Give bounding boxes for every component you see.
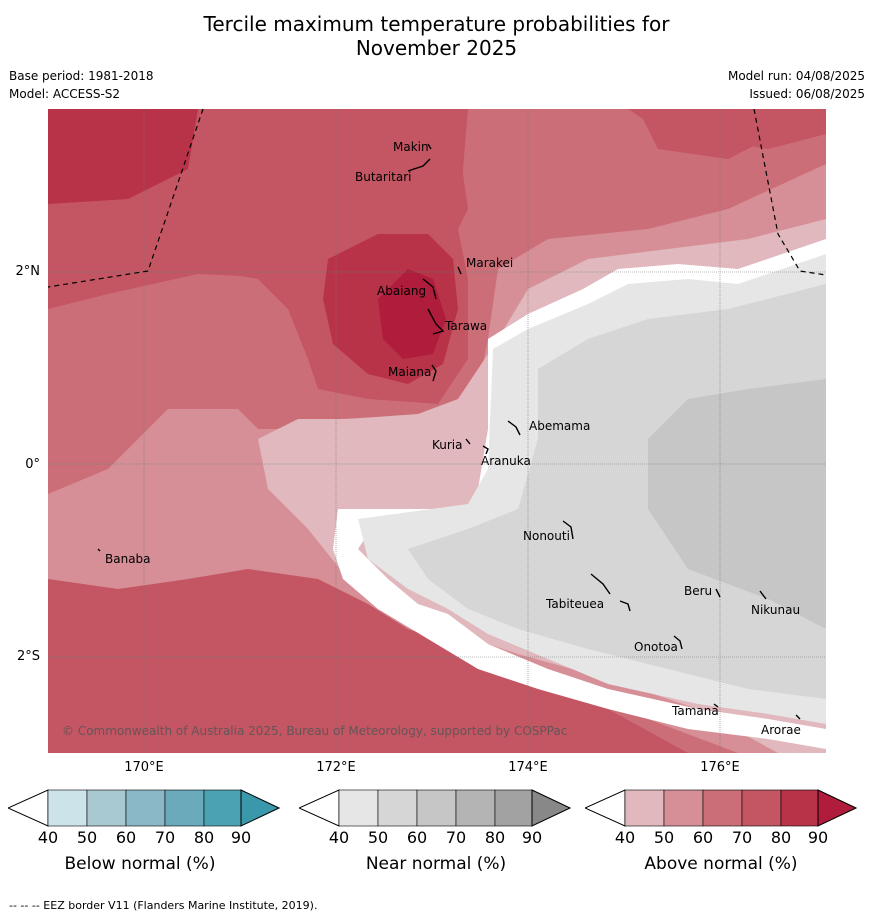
colorbar-below-title: Below normal (%): [64, 854, 216, 874]
label-tamana: Tamana: [671, 704, 719, 718]
colorbar-above: [585, 789, 857, 827]
graticule: [48, 109, 826, 753]
label-onotoa: Onotoa: [634, 640, 678, 654]
label-kuria: Kuria: [432, 438, 463, 452]
region-above-70-topright: [628, 109, 826, 149]
islands: [97, 143, 801, 720]
label-arorae: Arorae: [761, 723, 801, 737]
map-title: Tercile maximum temperature probabilitie…: [0, 12, 873, 60]
issued-date: Issued: 06/08/2025: [749, 87, 865, 101]
label-abaiang: Abaiang: [377, 284, 426, 298]
label-tabiteuea: Tabiteuea: [545, 597, 604, 611]
lon-label-170: 170°E: [124, 760, 164, 775]
label-nikunau: Nikunau: [751, 603, 800, 617]
region-above-90: [378, 269, 446, 359]
model-name: Model: ACCESS-S2: [9, 87, 121, 101]
colorbar-above-title: Above normal (%): [644, 854, 798, 874]
base-period: Base period: 1981-2018: [9, 69, 154, 83]
eez-border: [48, 109, 826, 288]
title-line-2: November 2025: [355, 36, 518, 60]
copyright-notice: © Commonwealth of Australia 2025, Bureau…: [62, 724, 568, 738]
label-abemama: Abemama: [529, 419, 590, 433]
lon-label-176: 176°E: [700, 760, 740, 775]
eez-footnote: -- -- -- EEZ border V11 (Flanders Marine…: [9, 899, 318, 912]
meta-right: Model run: 04/08/2025 Issued: 06/08/2025: [728, 67, 865, 103]
white-gap: [333, 239, 826, 749]
region-near-50: [408, 284, 826, 699]
label-beru: Beru: [684, 584, 712, 598]
label-marakei: Marakei: [466, 256, 513, 270]
meta-left: Base period: 1981-2018 Model: ACCESS-S2: [9, 67, 154, 103]
label-banaba: Banaba: [105, 552, 151, 566]
colorbar-below: [8, 789, 280, 827]
label-maiana: Maiana: [388, 365, 431, 379]
title-line-1: Tercile maximum temperature probabilitie…: [203, 12, 670, 36]
lat-label-2s: 2°S: [16, 649, 40, 664]
colorbar-near-title: Near normal (%): [365, 854, 507, 874]
island-labels: Makin Butaritari Marakei Abaiang Tarawa …: [105, 140, 801, 737]
probability-map: Makin Butaritari Marakei Abaiang Tarawa …: [48, 109, 826, 753]
label-butaritari: Butaritari: [355, 170, 412, 184]
lat-label-0: 0°: [25, 457, 40, 472]
label-tarawa: Tarawa: [444, 319, 487, 333]
lon-label-172: 172°E: [316, 760, 356, 775]
label-makin: Makin: [393, 140, 429, 154]
model-run: Model run: 04/08/2025: [727, 69, 865, 83]
lon-label-174: 174°E: [508, 760, 548, 775]
label-aranuka: Aranuka: [481, 454, 531, 468]
region-above-80-topleft: [48, 109, 198, 204]
colorbar-near: [299, 789, 571, 827]
label-nonouti: Nonouti: [523, 529, 570, 543]
region-near-60: [648, 379, 826, 629]
lat-label-2n: 2°N: [15, 264, 41, 279]
